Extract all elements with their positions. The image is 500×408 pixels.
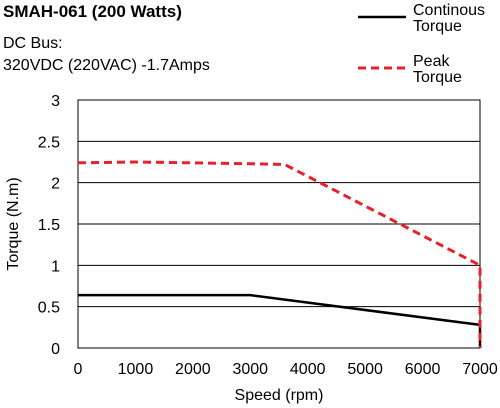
x-tick-label: 6000 <box>405 361 441 378</box>
dc-bus-label: DC Bus: <box>3 35 63 52</box>
y-tick-label: 1 <box>51 258 60 275</box>
x-tick-label: 0 <box>74 361 83 378</box>
y-tick-label: 2 <box>51 176 60 193</box>
y-tick-label: 0 <box>51 341 60 358</box>
legend-peak-label: Peak <box>413 53 450 70</box>
y-tick-label: 0.5 <box>38 300 60 317</box>
legend-continuous-label: Continous <box>413 2 485 19</box>
x-tick-label: 5000 <box>347 361 383 378</box>
y-tick-label: 3 <box>51 93 60 110</box>
x-tick-label: 3000 <box>232 361 268 378</box>
dc-bus-voltage: 320VDC (220VAC) -1.7Amps <box>3 57 210 74</box>
chart-title: SMAH-061 (200 Watts) <box>3 2 182 21</box>
x-tick-label: 4000 <box>290 361 326 378</box>
continuous-torque-line <box>78 293 482 348</box>
x-tick-label: 2000 <box>175 361 211 378</box>
y-axis-label: Torque (N.m) <box>5 177 22 270</box>
y-tick-label: 1.5 <box>38 217 60 234</box>
plot-area <box>77 99 481 349</box>
legend-peak-label: Torque <box>413 69 462 86</box>
peak-torque-line <box>77 160 482 348</box>
x-axis-label: Speed (rpm) <box>235 387 324 404</box>
y-tick-label: 2.5 <box>38 134 60 151</box>
x-tick-label: 7000 <box>462 361 498 378</box>
x-tick-label: 1000 <box>118 361 154 378</box>
legend-continuous-label: Torque <box>413 18 462 35</box>
